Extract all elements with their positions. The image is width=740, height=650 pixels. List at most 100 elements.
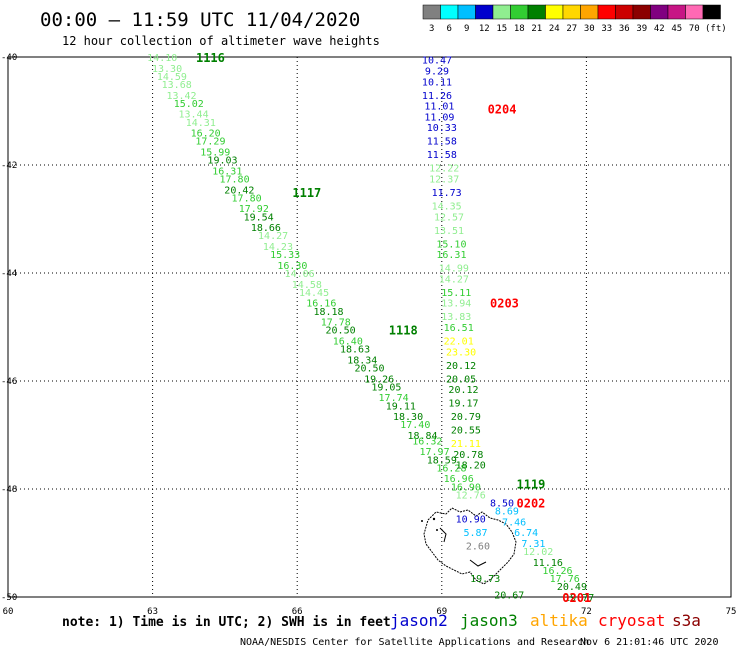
swh-value-label: 20.50 (326, 326, 356, 337)
legend-swatch (702, 4, 721, 20)
swh-value-label: 11.26 (422, 91, 452, 102)
swh-value-label: 19.11 (386, 401, 416, 412)
swh-value-label: 14.58 (292, 280, 322, 291)
legend-bin-label: 6 (447, 24, 452, 34)
legend-swatch (562, 4, 581, 20)
swh-value-label: 16.31 (436, 250, 466, 261)
legend-swatch (527, 4, 546, 20)
swh-value-label: 17.40 (400, 420, 430, 431)
swh-value-label: 11.58 (427, 150, 457, 161)
swh-value-label: 11.09 (424, 112, 454, 123)
plot-area: 60 63 66 69 72 75 -40 -42 -44 -46 -48 -50 14.1013.3… (1, 51, 736, 617)
pass-time-label: 0201 (562, 591, 591, 605)
swh-value-label: 14.59 (157, 72, 187, 83)
swh-value-label: 20.79 (451, 412, 481, 423)
legend-bin-label: 45 (671, 24, 682, 34)
swh-value-label: 17.78 (321, 318, 351, 329)
swh-value-label: 15.33 (270, 250, 300, 261)
legend-bin-label: 21 (531, 24, 542, 34)
swh-value-label: 9.29 (425, 67, 449, 78)
pass-time-label: 1117 (292, 186, 321, 200)
swh-value-label: 14.23 (263, 242, 293, 253)
legend-swatch (667, 4, 686, 20)
swh-value-label: 17.29 (195, 137, 225, 148)
swh-value-label: 14.35 (432, 202, 462, 213)
pass-time-label: 0204 (488, 102, 517, 116)
legend-bin-label: 12 (479, 24, 490, 34)
swh-value-label: 19.54 (244, 212, 274, 223)
swh-value-label: 20.55 (451, 426, 481, 437)
swh-value-label: 10.11 (422, 77, 452, 88)
y-tick-label: -50 (1, 593, 17, 603)
swh-value-label: 16.96 (444, 474, 474, 485)
legend-bin-label: 9 (464, 24, 469, 34)
swh-value-label: 13.94 (441, 299, 471, 310)
x-tick-label: 60 (3, 607, 14, 617)
swh-value-label: 2.60 (466, 542, 490, 553)
swh-value-label: 17.76 (550, 574, 580, 585)
legend-swatch (615, 4, 634, 20)
legend-bin-label: 33 (601, 24, 612, 34)
swh-value-label: 19.17 (448, 399, 478, 410)
swh-value-label: 17.74 (379, 393, 409, 404)
swh-value-label: 14.45 (299, 288, 329, 299)
swh-value-label: 6.74 (514, 528, 538, 539)
satellite-name-altika: altika (530, 611, 588, 630)
swh-color-legend: 3 6 9 12 15 18 21 24 27 30 33 36 39 42 45 70 (ft) (422, 4, 727, 34)
swh-value-label: 11.16 (533, 558, 563, 569)
chart-title: 00:00 – 11:59 UTC 11/04/2020 (40, 9, 360, 31)
swh-value-label: 20.42 (224, 185, 254, 196)
satellite-name-jason3: jason3 (460, 611, 518, 630)
swh-value-label: 19.73 (470, 574, 500, 585)
pass-time-label: 1119 (517, 478, 546, 492)
swh-value-label: 18.66 (251, 223, 281, 234)
legend-swatch (632, 4, 651, 20)
pass-time-label: 0202 (517, 497, 546, 511)
footer-credit: NOAA/NESDIS Center for Satellite Applica… (240, 637, 589, 648)
x-tick-label: 63 (147, 607, 158, 617)
pass-time-label: 0203 (490, 297, 519, 311)
x-tick-label: 66 (292, 607, 303, 617)
swh-value-label: 15.99 (200, 148, 230, 159)
swh-value-label: 13.42 (166, 91, 196, 102)
x-tick-label: 69 (436, 607, 447, 617)
swh-value-label: 21.11 (451, 439, 481, 450)
pass-time-label: 1116 (196, 51, 225, 65)
grid-lines (8, 57, 731, 597)
legend-swatch (457, 4, 476, 20)
swh-value-label: 20.67 (494, 590, 524, 601)
swh-value-label: 16.30 (277, 261, 307, 272)
swh-value-label: 15.10 (436, 239, 466, 250)
y-tick-label: -48 (1, 485, 17, 495)
swh-value-label: 19.26 (364, 374, 394, 385)
x-tick-label: 72 (581, 607, 592, 617)
swh-value-label: 13.83 (441, 312, 471, 323)
swh-value-label: 16.26 (542, 566, 572, 577)
legend-bin-label: 15 (496, 24, 507, 34)
legend-bin-label: 3 (429, 24, 434, 34)
swh-value-label: 7.31 (521, 539, 545, 550)
swh-value-label: 16.51 (444, 323, 474, 334)
legend-bin-label: 18 (514, 24, 525, 34)
satellite-name-s3a: s3a (672, 611, 701, 630)
y-tick-label: -46 (1, 377, 17, 387)
swh-value-label: 12.02 (523, 547, 553, 558)
legend-bin-label: 36 (619, 24, 630, 34)
footer-timestamp: Nov 6 21:01:46 UTC 2020 (580, 637, 718, 648)
y-tick-label: -40 (1, 53, 17, 63)
swh-value-label: 7.46 (502, 517, 526, 528)
swh-value-label: 11.58 (427, 137, 457, 148)
axis-tick-labels: 60 63 66 69 72 75 -40 -42 -44 -46 -48 -50 (1, 53, 736, 617)
swh-value-label: 13.44 (179, 110, 209, 121)
swh-value-label: 14.27 (439, 274, 469, 285)
swh-value-label: 20.12 (448, 385, 478, 396)
swh-value-label: 18.30 (393, 412, 423, 423)
swh-value-label: 18.34 (347, 355, 377, 366)
legend-bin-label: 42 (654, 24, 665, 34)
swh-value-label: 18.84 (407, 431, 437, 442)
swh-value-label: 12.76 (456, 490, 486, 501)
swh-value-label: 19.03 (207, 156, 237, 167)
legend-swatch (685, 4, 704, 20)
swh-value-label: 12.57 (434, 212, 464, 223)
